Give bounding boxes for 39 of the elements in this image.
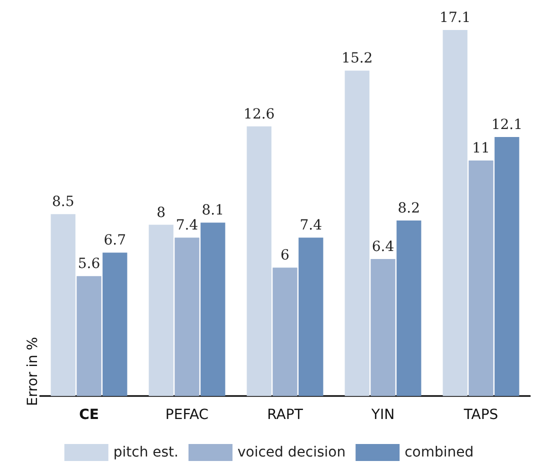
data-label: 17.1 xyxy=(440,10,471,26)
data-label: 12.6 xyxy=(244,106,275,122)
bar xyxy=(200,222,226,396)
bar xyxy=(396,220,422,396)
x-tick-label: CE xyxy=(79,407,99,423)
data-label: 15.2 xyxy=(342,50,373,67)
data-label: 12.1 xyxy=(491,117,522,134)
bar xyxy=(246,126,272,396)
data-label: 8.1 xyxy=(202,202,224,219)
bar xyxy=(468,160,494,396)
data-label: 11 xyxy=(472,140,490,157)
y-axis-title: Error in % xyxy=(25,336,41,406)
legend-label: combined xyxy=(404,444,474,460)
data-label: 6 xyxy=(280,248,290,264)
data-label: 6.4 xyxy=(372,239,394,256)
data-label: 7.4 xyxy=(300,218,322,234)
data-label: 5.6 xyxy=(78,256,100,272)
bar xyxy=(148,224,174,396)
x-tick-label: RAPT xyxy=(267,407,304,423)
x-tick-label: PEFAC xyxy=(165,407,209,423)
legend-label: voiced decision xyxy=(237,444,346,460)
x-tick-label: YIN xyxy=(370,407,395,423)
data-label: 8.5 xyxy=(52,194,74,210)
bar xyxy=(102,252,128,396)
bar xyxy=(298,238,324,396)
bar xyxy=(174,238,200,396)
data-label: 6.7 xyxy=(104,232,126,249)
bar xyxy=(370,259,396,396)
x-tick-label: TAPS xyxy=(462,407,498,423)
bar xyxy=(50,214,76,396)
data-label: 8.2 xyxy=(398,200,420,216)
bar xyxy=(442,30,468,396)
bar xyxy=(494,137,520,396)
bar xyxy=(76,276,102,396)
legend-label: pitch est. xyxy=(113,444,178,460)
bar xyxy=(272,268,298,396)
data-label: 8 xyxy=(156,204,166,221)
bar xyxy=(344,70,370,396)
data-label: 7.4 xyxy=(176,218,198,234)
